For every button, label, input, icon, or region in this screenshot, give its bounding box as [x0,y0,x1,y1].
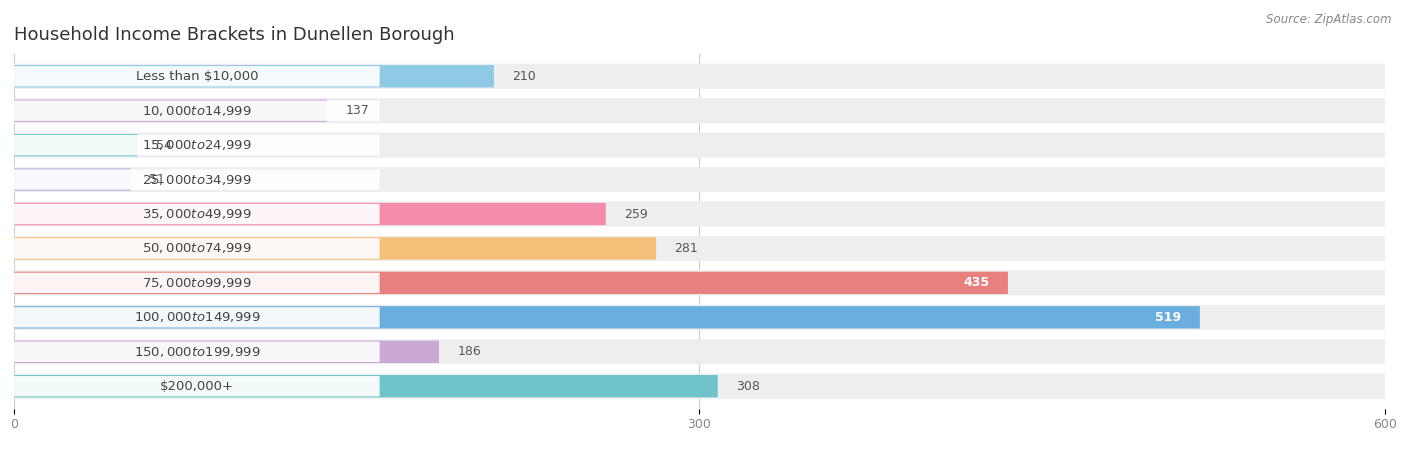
Text: $25,000 to $34,999: $25,000 to $34,999 [142,172,252,187]
FancyBboxPatch shape [14,203,606,225]
FancyBboxPatch shape [14,342,380,362]
Text: $200,000+: $200,000+ [160,380,233,393]
FancyBboxPatch shape [14,270,1385,295]
FancyBboxPatch shape [14,167,1385,192]
FancyBboxPatch shape [14,101,380,121]
FancyBboxPatch shape [14,376,380,396]
FancyBboxPatch shape [14,132,1385,158]
Text: 51: 51 [149,173,165,186]
FancyBboxPatch shape [14,134,138,156]
FancyBboxPatch shape [14,306,1199,329]
FancyBboxPatch shape [14,64,1385,89]
Text: $35,000 to $49,999: $35,000 to $49,999 [142,207,252,221]
Text: $10,000 to $14,999: $10,000 to $14,999 [142,104,252,118]
FancyBboxPatch shape [14,238,380,259]
Text: 210: 210 [512,70,536,83]
FancyBboxPatch shape [14,98,1385,123]
Text: Less than $10,000: Less than $10,000 [135,70,259,83]
FancyBboxPatch shape [14,202,1385,227]
Text: 137: 137 [346,104,370,117]
FancyBboxPatch shape [14,341,439,363]
Text: $15,000 to $24,999: $15,000 to $24,999 [142,138,252,152]
FancyBboxPatch shape [14,237,657,260]
FancyBboxPatch shape [14,236,1385,261]
FancyBboxPatch shape [14,339,1385,364]
Text: $75,000 to $99,999: $75,000 to $99,999 [142,276,252,290]
FancyBboxPatch shape [14,273,380,293]
FancyBboxPatch shape [14,375,718,397]
Text: $100,000 to $149,999: $100,000 to $149,999 [134,310,260,324]
Text: 519: 519 [1156,311,1181,324]
Text: $50,000 to $74,999: $50,000 to $74,999 [142,242,252,255]
FancyBboxPatch shape [14,272,1008,294]
FancyBboxPatch shape [14,169,380,190]
FancyBboxPatch shape [14,65,494,88]
FancyBboxPatch shape [14,66,380,86]
FancyBboxPatch shape [14,168,131,191]
Text: 281: 281 [675,242,699,255]
FancyBboxPatch shape [14,374,1385,399]
FancyBboxPatch shape [14,100,328,122]
FancyBboxPatch shape [14,305,1385,330]
FancyBboxPatch shape [14,135,380,155]
Text: 259: 259 [624,207,648,220]
Text: 308: 308 [737,380,759,393]
Text: 186: 186 [457,345,481,358]
Text: Household Income Brackets in Dunellen Borough: Household Income Brackets in Dunellen Bo… [14,26,454,44]
FancyBboxPatch shape [14,307,380,327]
Text: Source: ZipAtlas.com: Source: ZipAtlas.com [1267,13,1392,26]
Text: $150,000 to $199,999: $150,000 to $199,999 [134,345,260,359]
FancyBboxPatch shape [14,204,380,224]
Text: 435: 435 [963,277,990,290]
Text: 54: 54 [156,139,172,152]
